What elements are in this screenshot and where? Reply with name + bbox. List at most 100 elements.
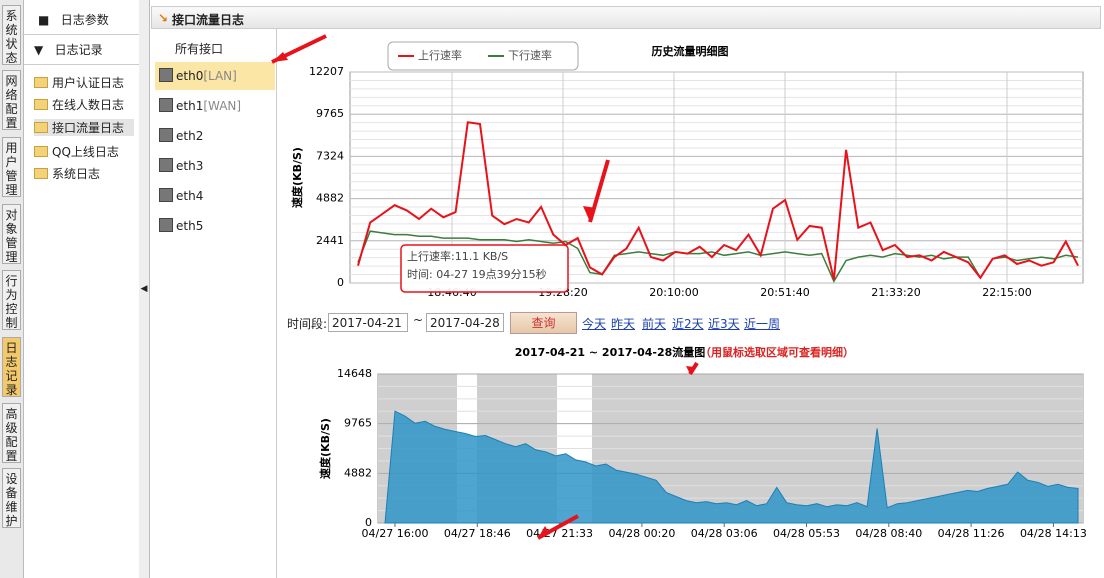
- log-menu-item[interactable]: 系统日志: [34, 165, 134, 182]
- area: [384, 410, 1079, 524]
- x-tick-label: 22:15:00: [982, 286, 1031, 299]
- chart-hint: （用鼠标选取区域可查看明细）: [700, 345, 854, 359]
- interface-tag: [WAN]: [203, 99, 242, 113]
- sidebar-tab[interactable]: 用户管理: [2, 137, 21, 197]
- menu-label: 日志记录: [54, 43, 103, 57]
- annotation-arrow: [688, 361, 699, 376]
- interface-icon: [159, 68, 173, 82]
- date-shortcut[interactable]: 近2天: [672, 317, 704, 331]
- sidebar-tab[interactable]: 系统状态: [2, 5, 21, 65]
- y-axis-label: 速度(KB/S): [290, 147, 304, 208]
- annotation-arrowhead: [686, 366, 694, 374]
- sidebar-tab[interactable]: 对象管理: [2, 204, 21, 264]
- x-tick-label: 21:33:20: [871, 286, 920, 299]
- interface-item[interactable]: eth0[LAN]: [155, 62, 275, 90]
- folder-icon: [34, 99, 48, 110]
- interface-item[interactable]: eth5: [155, 212, 275, 240]
- annotation-arrowhead: [538, 526, 550, 538]
- date-from[interactable]: 2017-04-21: [328, 313, 408, 332]
- x-tick-label: 04/27 21:33: [526, 527, 593, 540]
- y-tick-label: 0: [337, 276, 344, 289]
- log-menu-label: QQ上线日志: [52, 145, 119, 159]
- date-shortcut[interactable]: 近3天: [708, 317, 740, 331]
- log-menu-item[interactable]: 在线人数日志: [34, 96, 134, 113]
- interface-tag: [LAN]: [203, 69, 237, 83]
- annotation-arrowhead: [272, 52, 288, 62]
- y-tick-label: 14648: [337, 367, 372, 380]
- y-tick-label: 4882: [344, 466, 372, 479]
- folder-icon: [34, 122, 48, 133]
- panel-title: 接口流量日志: [172, 13, 245, 27]
- sidebar-tab[interactable]: 行为控制: [2, 270, 21, 330]
- menu-item[interactable]: ▼ 日志记录: [34, 43, 103, 57]
- folder-icon: [34, 168, 48, 179]
- y-tick-label: 9765: [344, 417, 372, 430]
- log-menu-item[interactable]: QQ上线日志: [34, 143, 134, 160]
- x-tick-label: 04/28 08:40: [855, 527, 922, 540]
- y-tick-label: 4882: [316, 192, 344, 205]
- tooltip-text: 上行速率:11.1 KB/S: [407, 249, 508, 263]
- log-menu-label: 用户认证日志: [52, 76, 125, 90]
- interface-icon: [159, 158, 173, 172]
- interface-item[interactable]: eth2: [155, 122, 275, 150]
- tooltip-text: 时间: 04-27 19点39分15秒: [407, 267, 547, 281]
- interface-item[interactable]: eth3: [155, 152, 275, 180]
- date-shortcut[interactable]: 昨天: [611, 317, 636, 331]
- y-tick-label: 7324: [316, 149, 344, 162]
- log-menu-label: 接口流量日志: [52, 121, 125, 135]
- interface-item[interactable]: eth1[WAN]: [155, 92, 275, 120]
- interface-name: eth0: [176, 69, 204, 83]
- chart-title: 历史流量明细图: [652, 44, 729, 58]
- interface-name: eth3: [176, 159, 204, 173]
- x-tick-label: 20:10:00: [649, 286, 698, 299]
- legend-box: [387, 41, 579, 71]
- x-tick-label: 04/28 14:13: [1020, 527, 1087, 540]
- interface-icon: [159, 98, 173, 112]
- x-tick-label: 04/28 11:26: [938, 527, 1005, 540]
- log-menu-label: 系统日志: [52, 167, 101, 181]
- divider: [276, 29, 277, 578]
- legend-label: 下行速率: [508, 48, 552, 62]
- splitter[interactable]: ◀: [139, 0, 150, 578]
- divider: [24, 34, 139, 35]
- log-menu-item[interactable]: 用户认证日志: [34, 74, 134, 91]
- menu-label: 日志参数: [60, 13, 109, 27]
- legend-label: 上行速率: [418, 48, 462, 62]
- tooltip: [400, 244, 569, 293]
- interface-name: eth5: [176, 219, 204, 233]
- interface-icon: [159, 188, 173, 202]
- interface-icon: [159, 218, 173, 232]
- x-tick-label: 20:51:40: [760, 286, 809, 299]
- date-sep: ~: [413, 313, 424, 327]
- sidebar-tab[interactable]: 高级配置: [2, 403, 21, 463]
- menu-item[interactable]: ■ 日志参数: [38, 13, 109, 27]
- log-menu-label: 在线人数日志: [52, 98, 125, 112]
- chart-title: 2017-04-21 ~ 2017-04-28流量图: [515, 345, 706, 359]
- interface-icon: [159, 128, 173, 142]
- x-tick-label: 04/28 03:06: [691, 527, 758, 540]
- date-shortcut[interactable]: 前天: [642, 317, 667, 331]
- folder-icon: [34, 146, 48, 157]
- interface-name: eth1: [176, 99, 204, 113]
- date-shortcut[interactable]: 今天: [582, 317, 607, 331]
- sidebar-tab[interactable]: 网络配置: [2, 70, 21, 130]
- folder-icon: [34, 77, 48, 88]
- interface-name: eth4: [176, 189, 204, 203]
- series-line: [357, 121, 1079, 280]
- y-tick-label: 12207: [309, 65, 344, 78]
- sidebar-tab[interactable]: 日志记录: [2, 337, 21, 397]
- date-to[interactable]: 2017-04-28: [426, 313, 504, 332]
- date-shortcut[interactable]: 近一周: [744, 317, 781, 331]
- log-menu-item[interactable]: 接口流量日志: [34, 119, 134, 136]
- annotation-arrowhead: [583, 206, 596, 222]
- y-tick-label: 9765: [316, 107, 344, 120]
- query-label: 时间段:: [287, 317, 328, 331]
- panel-header: ↘ 接口流量日志: [151, 6, 1101, 29]
- query-button[interactable]: 查询: [510, 312, 577, 334]
- y-tick-label: 0: [365, 516, 372, 529]
- y-tick-label: 2441: [316, 234, 344, 247]
- sidebar-tab[interactable]: 设备维护: [2, 468, 21, 528]
- interface-item[interactable]: eth4: [155, 182, 275, 210]
